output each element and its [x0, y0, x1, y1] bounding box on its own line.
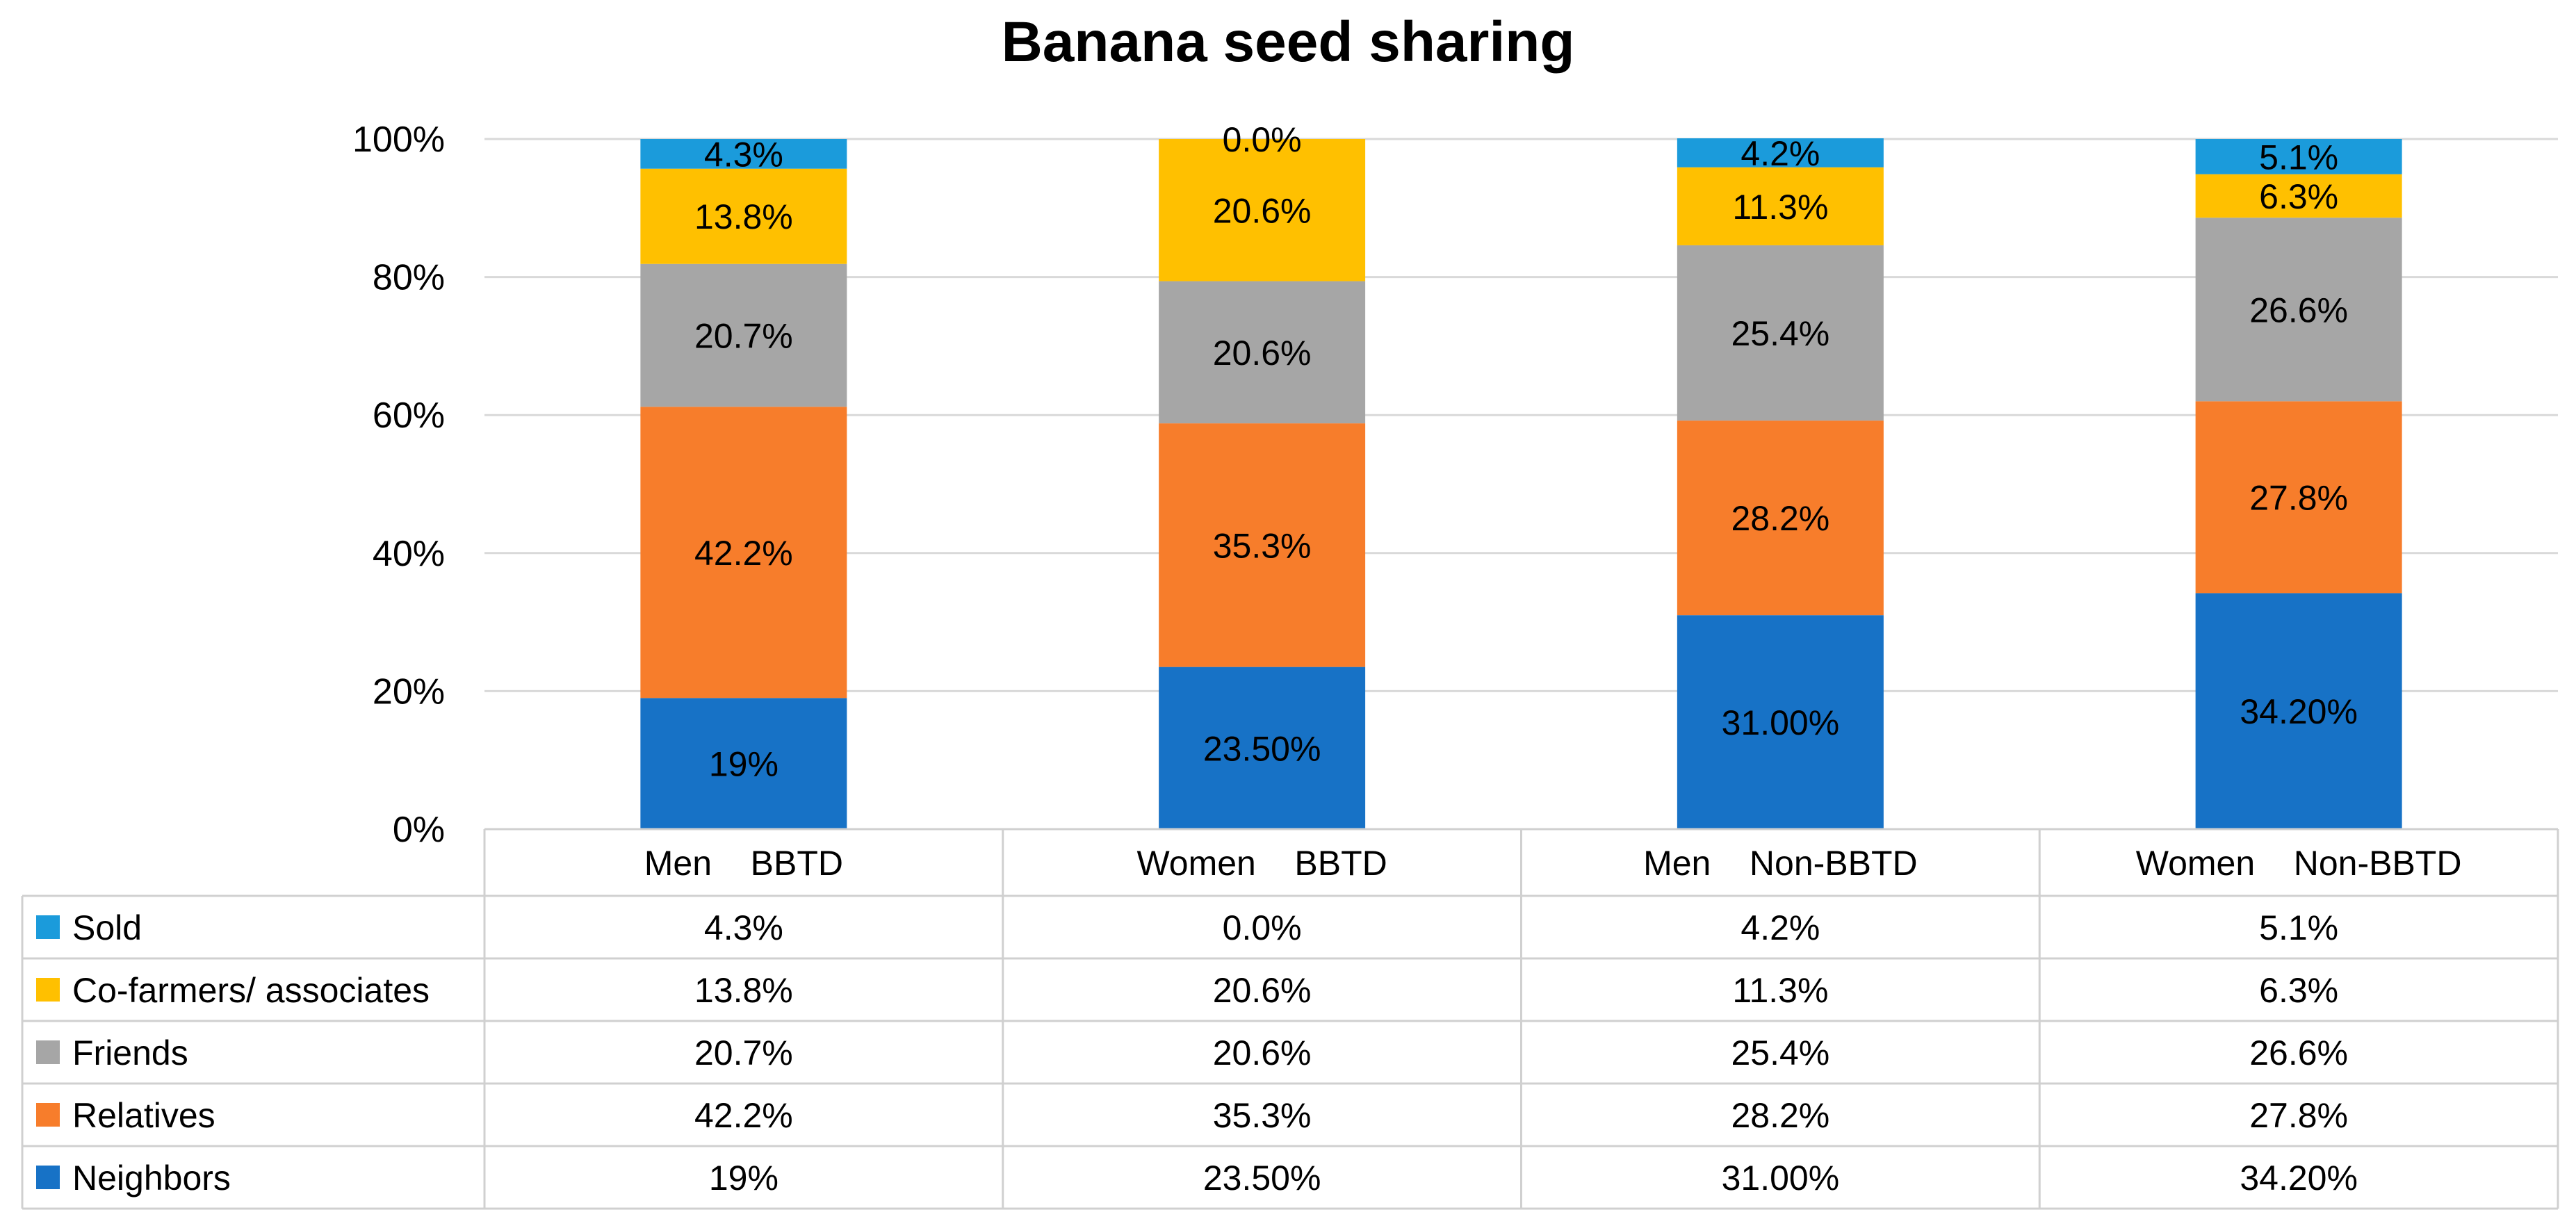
table-cell-value: 20.6% [1213, 1033, 1312, 1072]
bar-segment [1159, 423, 1366, 667]
bar-segment [1159, 281, 1366, 424]
bar-segment [640, 407, 847, 698]
bar-segment [2195, 218, 2402, 402]
bar-segment [1677, 420, 1884, 616]
table-cell-value: 11.3% [1732, 971, 1828, 1010]
table-cell-value: 42.2% [694, 1096, 793, 1135]
bar-segment [640, 263, 847, 407]
data-label: 19% [709, 745, 778, 784]
table-cell-value: 31.00% [1722, 1159, 1840, 1198]
category-label: Men BBTD [644, 844, 843, 883]
bar-segment [2195, 174, 2402, 218]
data-label: 35.3% [1213, 526, 1312, 565]
bar-segment [1159, 667, 1366, 829]
data-label: 0.0% [1223, 120, 1302, 159]
data-label: 13.8% [694, 197, 793, 236]
legend-label: Co-farmers/ associates [72, 971, 430, 1010]
table-cell-value: 35.3% [1213, 1096, 1312, 1135]
table-cell-value: 4.2% [1741, 908, 1820, 947]
y-tick-label: 20% [373, 671, 445, 712]
data-label: 23.50% [1203, 729, 1321, 768]
data-label: 26.6% [2249, 291, 2348, 329]
y-tick-label: 40% [373, 534, 445, 574]
bar-segment [640, 698, 847, 829]
bar-segment [2195, 401, 2402, 594]
data-labels: 19% 42.2% 20.7% 13.8% 4.3% 23.50% 35.3% 20.6% 20… [694, 120, 2358, 784]
table-cell-value: 26.6% [2249, 1033, 2348, 1072]
data-label: 25.4% [1731, 314, 1829, 353]
y-axis-ticks: 0% 20% 40% 60% 80% 100% [352, 120, 445, 850]
data-table: Men BBTD Women BBTD Men Non-BBTD Women Non-… [21, 828, 2559, 1210]
bar-segment [1677, 615, 1884, 829]
bar-segment [1159, 139, 1366, 281]
category-label: Women BBTD [1136, 844, 1387, 883]
bar-segment [640, 168, 847, 264]
legend-label: Relatives [72, 1096, 215, 1135]
data-label: 6.3% [2259, 177, 2338, 216]
y-tick-label: 0% [393, 810, 445, 850]
y-tick-label: 100% [352, 120, 445, 160]
legend-key [36, 1040, 60, 1064]
legend-label: Neighbors [72, 1159, 231, 1198]
bar-segment [2195, 139, 2402, 174]
data-label: 20.6% [1213, 191, 1312, 230]
data-label: 42.2% [694, 534, 793, 573]
table-cell-value: 13.8% [694, 971, 793, 1010]
category-label: Women Non-BBTD [2136, 844, 2462, 883]
table-cell-value: 0.0% [1223, 908, 1302, 947]
table-cell-value: 4.3% [704, 908, 783, 947]
bar-segment [2195, 593, 2402, 829]
bar-segment [1677, 138, 1884, 167]
data-label: 5.1% [2259, 138, 2338, 177]
table-cell-value: 20.6% [1213, 971, 1312, 1010]
legend-key [36, 915, 60, 939]
legend-key [36, 1103, 60, 1127]
table-cell-value: 27.8% [2249, 1096, 2348, 1135]
bar-segment [1677, 167, 1884, 245]
table-cell-value: 5.1% [2259, 908, 2338, 947]
table-cell-value: 6.3% [2259, 971, 2338, 1010]
legend-label: Sold [72, 908, 142, 947]
data-label: 4.3% [704, 135, 783, 174]
table-cell-value: 25.4% [1731, 1033, 1829, 1072]
legend-label: Friends [72, 1033, 188, 1072]
chart-title: Banana seed sharing [1002, 10, 1575, 74]
data-label: 11.3% [1732, 188, 1828, 227]
y-tick-label: 60% [373, 395, 445, 436]
data-label: 31.00% [1722, 703, 1840, 742]
data-label: 20.6% [1213, 334, 1312, 373]
bars [640, 138, 2402, 829]
bar-segment [1677, 245, 1884, 421]
legend-key [36, 1166, 60, 1189]
category-label: Men Non-BBTD [1643, 844, 1918, 883]
data-label: 34.20% [2240, 692, 2358, 731]
data-label: 4.2% [1741, 134, 1820, 173]
data-label: 20.7% [694, 317, 793, 356]
table-cell-value: 28.2% [1731, 1096, 1829, 1135]
table-cell-value: 19% [709, 1159, 778, 1198]
y-tick-label: 80% [373, 258, 445, 298]
bar-segment [640, 139, 847, 169]
legend-key [36, 978, 60, 1002]
data-label: 28.2% [1731, 499, 1829, 538]
data-label: 27.8% [2249, 478, 2348, 517]
table-cell-value: 20.7% [694, 1033, 793, 1072]
table-cell-value: 34.20% [2240, 1159, 2358, 1198]
table-cell-value: 23.50% [1203, 1159, 1321, 1198]
